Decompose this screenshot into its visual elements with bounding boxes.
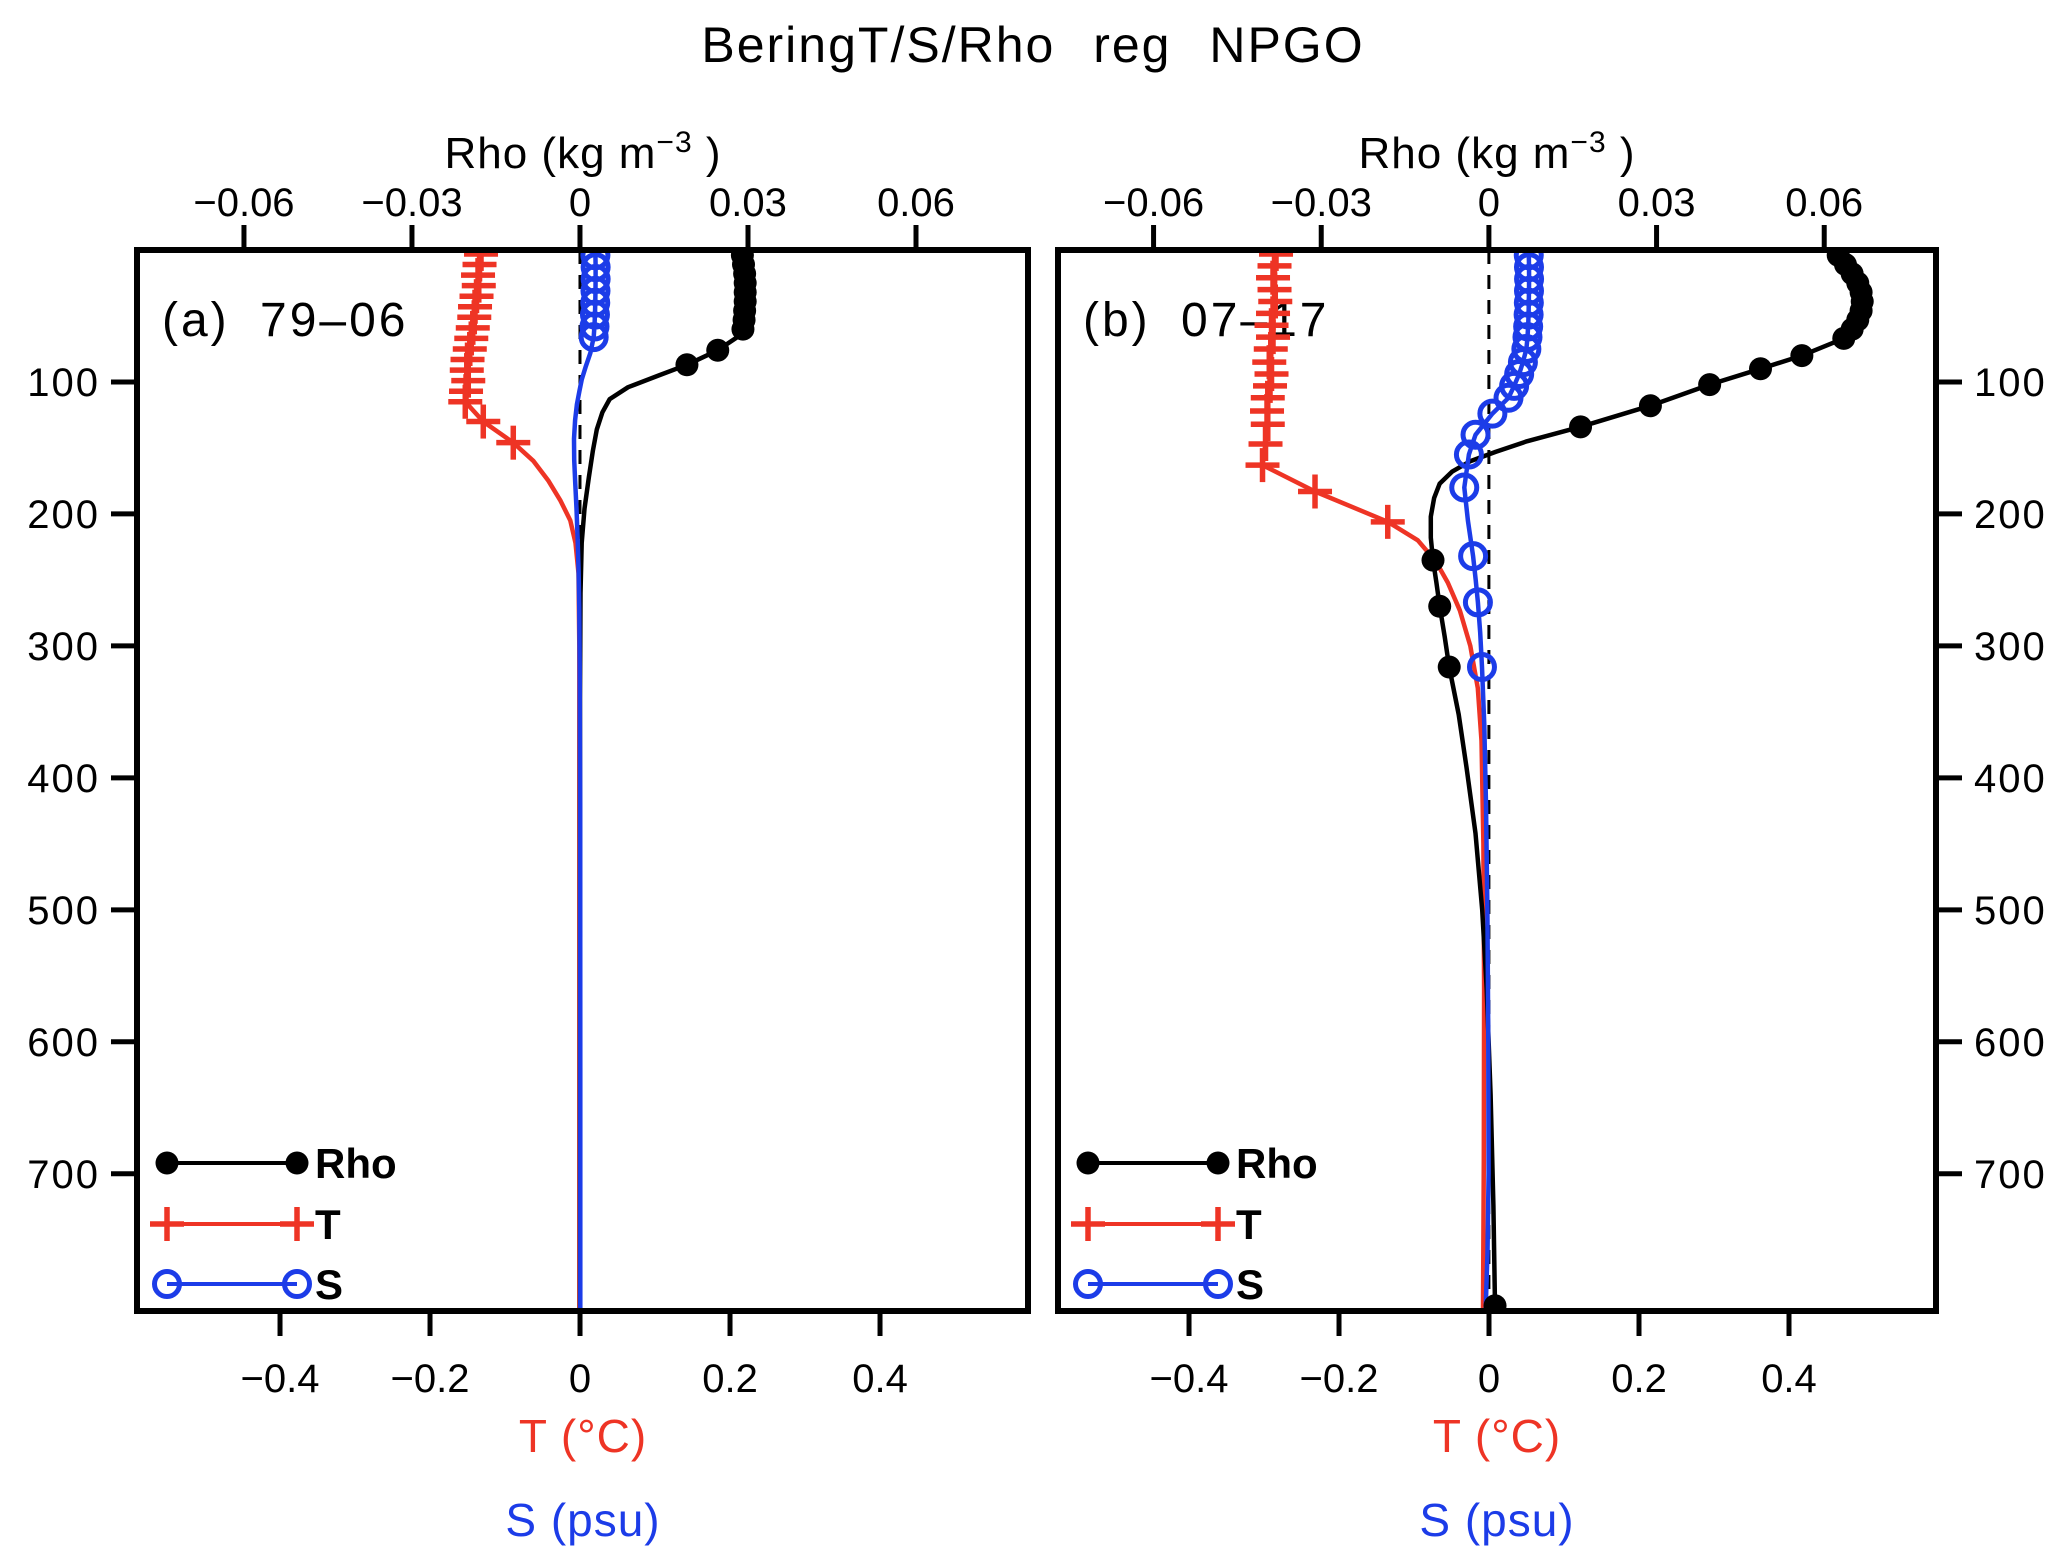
ts-axis-tick-label: 0.4 [852, 1357, 908, 1401]
s-marker [1513, 299, 1544, 330]
rho-axis-tick-label: 0.06 [1785, 181, 1863, 225]
depth-axis-tick-label: 700 [1974, 1153, 2047, 1197]
panel-border [134, 247, 1031, 1314]
t-axis-label-left-panel: T (°C) [519, 1410, 647, 1462]
legend-entry-label: Rho [1236, 1140, 1318, 1187]
s-axis-label-left-panel: S (psu) [505, 1494, 660, 1546]
panel-a: −0.06 −0.03 0 0.03 0.06 −0.4 −0.2 0 0.2 0.4 100 200… [27, 181, 1031, 1401]
s-marker [1453, 439, 1484, 470]
panel-a-label: (a) 79–06 [162, 294, 408, 347]
s-marker [578, 322, 609, 353]
legend-marker [152, 1269, 182, 1299]
s-marker [1477, 398, 1508, 429]
depth-axis-tick-label: 500 [27, 889, 100, 933]
rho-marker [1437, 655, 1461, 679]
legend: Rho TS [1071, 1140, 1318, 1308]
chart-title: BeringT/S/Rho reg NPGO [701, 17, 1364, 73]
depth-axis-tick-label: 600 [1974, 1021, 2047, 1065]
rho-axis-tick-label: −0.06 [1103, 181, 1204, 225]
rho-marker [1749, 357, 1773, 381]
rho-marker [1638, 394, 1662, 418]
depth-axis-tick-label: 100 [27, 361, 100, 405]
depth-axis-tick-label: 200 [1974, 493, 2047, 537]
ts-axis-tick-label: 0.2 [702, 1357, 758, 1401]
t-axis-label-right-panel: T (°C) [1433, 1410, 1561, 1462]
ts-axis-tick-label: −0.4 [1150, 1357, 1229, 1401]
ts-axis-tick-label: −0.2 [391, 1357, 470, 1401]
depth-axis-tick-label: 300 [1974, 625, 2047, 669]
rho-marker [675, 353, 699, 377]
legend-marker [1076, 1151, 1100, 1175]
rho-marker [1428, 594, 1452, 618]
depth-axis-tick-label: 500 [1974, 889, 2047, 933]
rho-axis-tick-label: 0 [1478, 181, 1500, 225]
depth-axis-tick-label: 400 [1974, 757, 2047, 801]
rho-axis-label-right-panel: Rho (kg m−3 ) [1358, 126, 1635, 178]
ts-axis-tick-label: −0.4 [241, 1357, 320, 1401]
s-marker [1493, 382, 1524, 413]
rho-marker [1483, 1294, 1507, 1311]
panel-b-label: (b) 07–17 [1083, 294, 1329, 347]
rho-marker [1569, 415, 1593, 439]
depth-axis-tick-label: 100 [1974, 361, 2047, 405]
ts-axis-tick-label: 0.4 [1761, 1357, 1817, 1401]
rho-marker [731, 317, 755, 341]
legend-entry-label: T [315, 1201, 341, 1248]
s-marker [1458, 541, 1489, 572]
depth-axis-tick-label: 300 [27, 625, 100, 669]
ts-axis-tick-label: −0.2 [1300, 1357, 1379, 1401]
chart-generated-content: −0.06 −0.03 0 0.03 0.06 −0.4 −0.2 0 0.2 0.4 100 200… [27, 181, 2047, 1401]
rho-axis-tick-label: 0.03 [709, 181, 787, 225]
legend-entry-label: T [1236, 1201, 1262, 1248]
panel-b: −0.06 −0.03 0 0.03 0.06 −0.4 −0.2 0 0.2 0.4 100 200… [1055, 181, 2047, 1401]
legend-entry-label: S [1236, 1261, 1264, 1308]
s-profile-line [1462, 251, 1532, 1311]
ts-axis-tick-label: 0 [1478, 1357, 1500, 1401]
rho-marker [1832, 326, 1856, 350]
legend-entry-label: Rho [315, 1140, 397, 1187]
s-marker [1466, 652, 1497, 683]
rho-axis-tick-label: 0.06 [877, 181, 955, 225]
depth-axis-tick-label: 200 [27, 493, 100, 537]
legend-marker [1203, 1269, 1233, 1299]
s-marker [1462, 587, 1493, 618]
rho-axis-tick-label: −0.03 [1271, 181, 1372, 225]
legend-marker [285, 1151, 309, 1175]
rho-marker [706, 338, 730, 362]
s-marker [579, 311, 610, 342]
rho-marker [1698, 373, 1722, 397]
series-layer [1245, 250, 1874, 1311]
legend-entry-label: S [315, 1261, 343, 1308]
depth-axis-tick-label: 700 [27, 1153, 100, 1197]
panel-border [1055, 247, 1939, 1314]
legend: Rho TS [150, 1140, 397, 1308]
s-marker [1460, 419, 1491, 450]
depth-axis-tick-label: 600 [27, 1021, 100, 1065]
rho-axis-tick-label: −0.03 [361, 181, 462, 225]
s-marker [1449, 472, 1480, 503]
rho-axis-tick-label: −0.06 [193, 181, 294, 225]
ts-axis-tick-label: 0 [569, 1357, 591, 1401]
rho-marker [1421, 548, 1445, 572]
s-axis-label-right-panel: S (psu) [1419, 1494, 1574, 1546]
rho-axis-label-left-panel: Rho (kg m−3 ) [444, 126, 721, 178]
rho-marker [1790, 344, 1814, 368]
legend-marker [155, 1151, 179, 1175]
series-layer [448, 250, 757, 1311]
rho-axis-tick-label: 0.03 [1618, 181, 1696, 225]
legend-marker [1206, 1151, 1230, 1175]
rho-axis-tick-label: 0 [569, 181, 591, 225]
legend-marker [1073, 1269, 1103, 1299]
depth-axis-tick-label: 400 [27, 757, 100, 801]
ts-axis-tick-label: 0.2 [1611, 1357, 1667, 1401]
rho-profile-line [577, 251, 748, 1311]
legend-marker [282, 1269, 312, 1299]
